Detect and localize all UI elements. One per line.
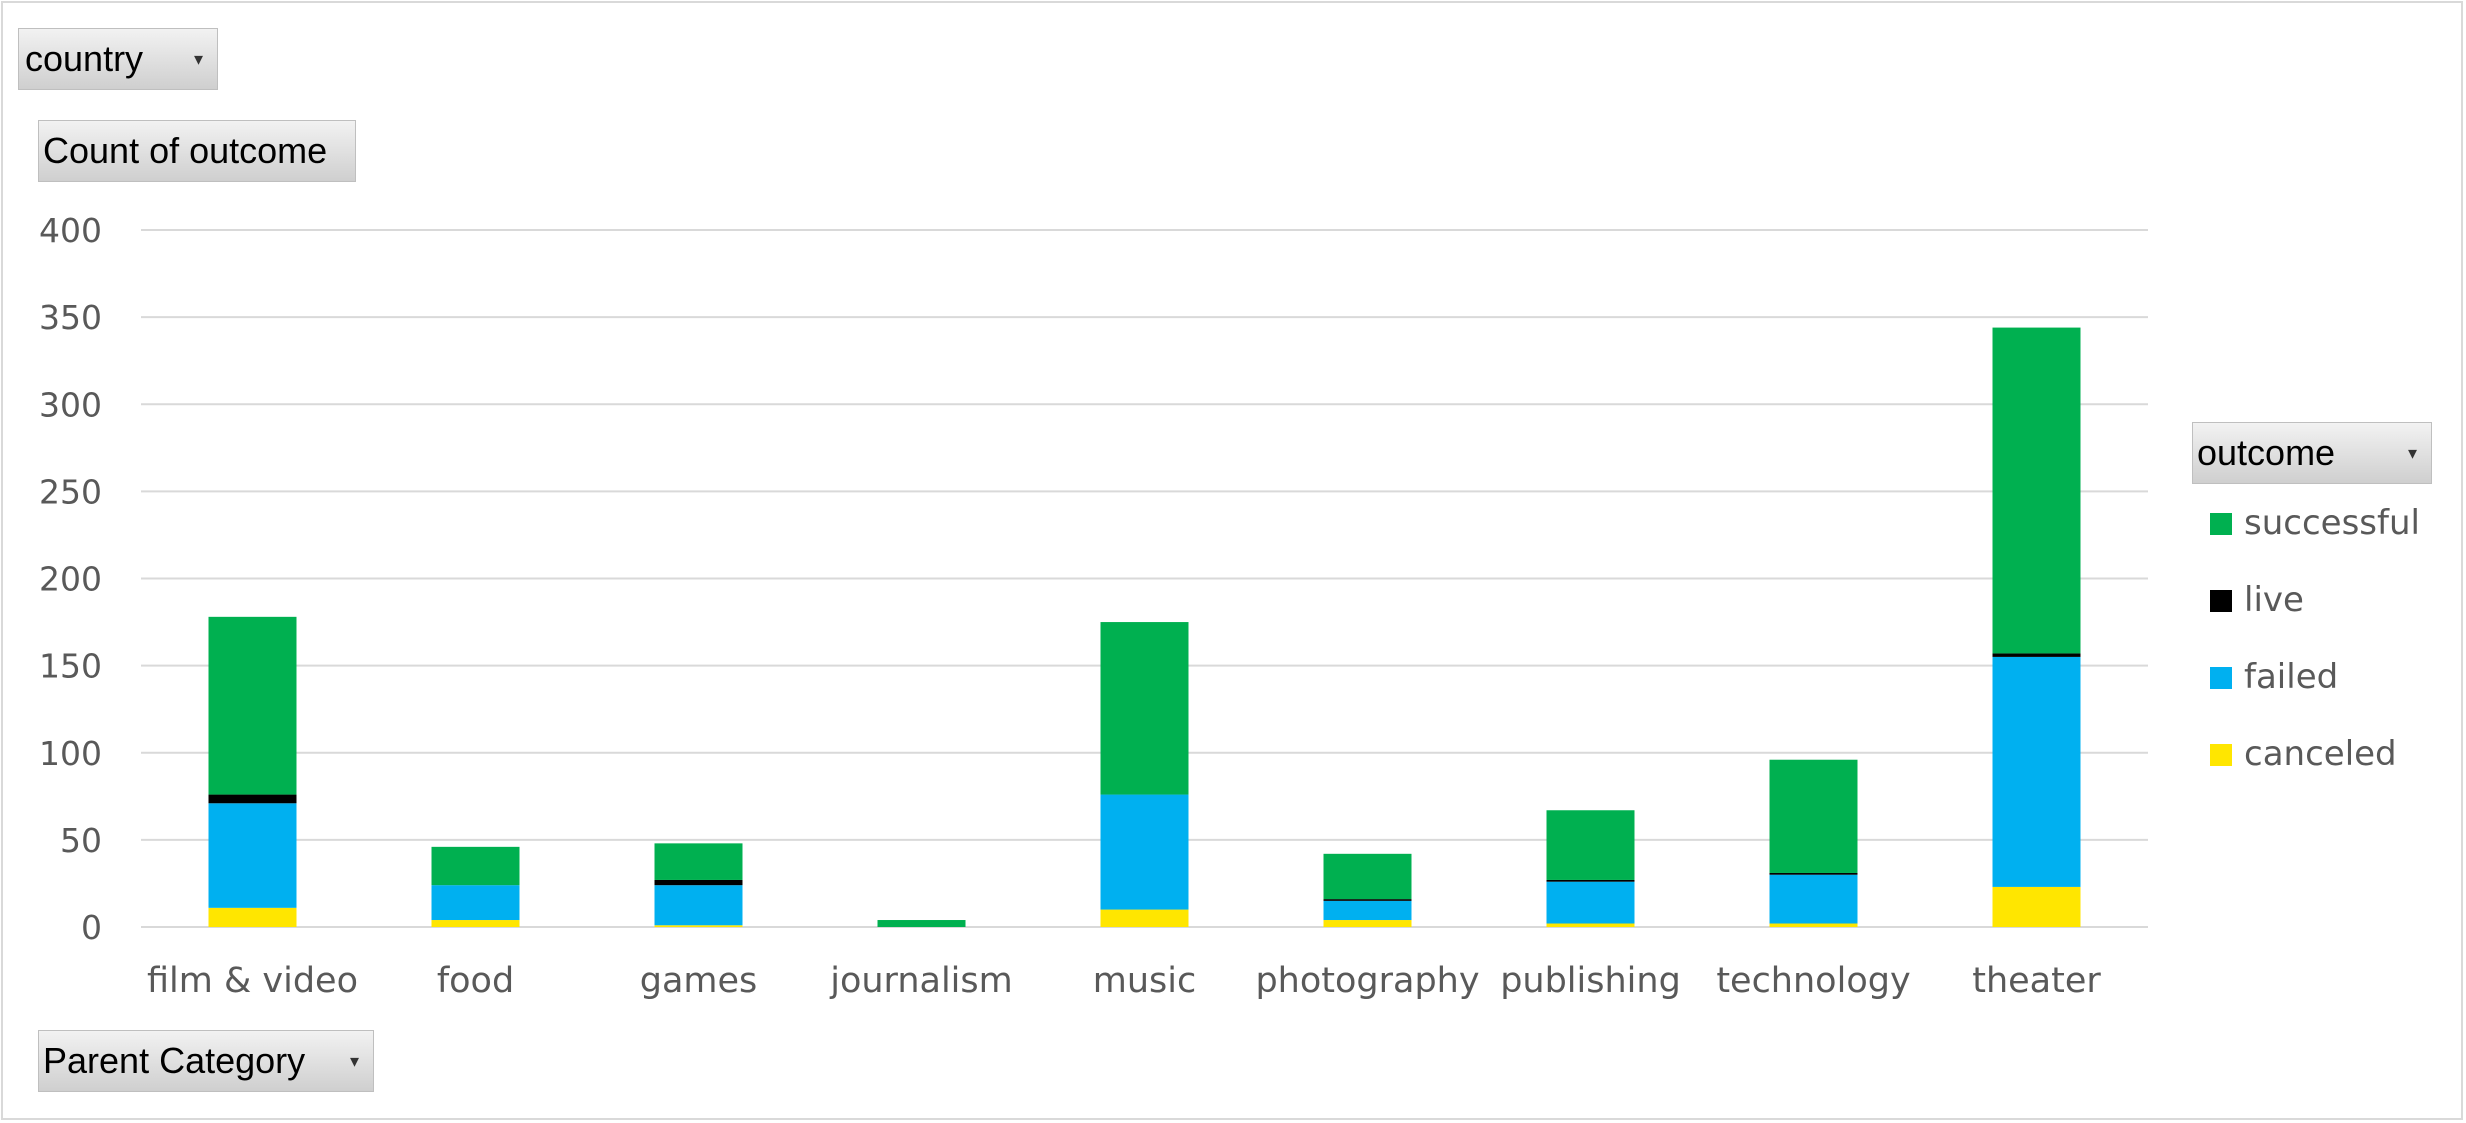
country-filter-label: country bbox=[25, 38, 144, 79]
y-tick-label: 200 bbox=[39, 560, 102, 599]
bar-segment-canceled bbox=[1992, 886, 2081, 927]
x-axis-ticks: film & video food games journalism music phot… bbox=[147, 961, 2101, 1001]
bar-segment-successful bbox=[431, 846, 520, 886]
bar-segment-canceled bbox=[1100, 909, 1189, 927]
dropdown-arrow-icon: ▾ bbox=[349, 1051, 359, 1071]
x-tick-label: technology bbox=[1716, 961, 1910, 1001]
y-tick-label: 50 bbox=[60, 821, 102, 860]
legend-label: successful bbox=[2244, 503, 2420, 543]
values-field-button[interactable]: Count of outcome bbox=[38, 120, 356, 182]
bar-segment-canceled bbox=[654, 925, 743, 927]
bar-segment-canceled bbox=[208, 907, 297, 927]
y-tick-label: 300 bbox=[39, 385, 102, 424]
y-tick-label: 150 bbox=[39, 647, 102, 686]
bar-segment-failed bbox=[208, 803, 297, 908]
y-tick-label: 400 bbox=[39, 211, 102, 250]
bar-segment-live bbox=[1323, 899, 1412, 901]
bar-segment-canceled bbox=[1546, 923, 1635, 927]
bar-segment-successful bbox=[1100, 622, 1189, 795]
y-tick-label: 350 bbox=[39, 298, 102, 337]
y-tick-label: 0 bbox=[81, 908, 102, 947]
bar-segment-successful bbox=[1992, 327, 2081, 654]
bar-segment-failed bbox=[1769, 874, 1858, 924]
legend-field-button[interactable]: outcome ▾ bbox=[2192, 422, 2432, 484]
bar-segment-failed bbox=[654, 885, 743, 926]
legend-swatch bbox=[2210, 744, 2232, 766]
values-field-label: Count of outcome bbox=[43, 130, 328, 171]
bars bbox=[208, 327, 2081, 927]
bar-segment-failed bbox=[1100, 794, 1189, 910]
dropdown-arrow-icon: ▾ bbox=[193, 49, 203, 69]
bar-segment-successful bbox=[654, 843, 743, 880]
bar-segment-live bbox=[654, 879, 743, 886]
legend-label: canceled bbox=[2244, 734, 2397, 774]
legend-swatch bbox=[2210, 667, 2232, 689]
country-filter-button[interactable]: country ▾ bbox=[18, 28, 218, 90]
x-tick-label: film & video bbox=[147, 961, 358, 1001]
bar-segment-successful bbox=[877, 920, 966, 927]
bar-segment-canceled bbox=[1323, 920, 1412, 927]
bar-segment-successful bbox=[1546, 810, 1635, 880]
bar-segment-successful bbox=[1769, 759, 1858, 873]
bar-segment-failed bbox=[1992, 656, 2081, 887]
bar-segment-canceled bbox=[1769, 923, 1858, 927]
bar-segment-live bbox=[208, 794, 297, 804]
bar-segment-canceled bbox=[431, 920, 520, 927]
dropdown-arrow-icon: ▾ bbox=[2407, 443, 2417, 463]
legend-field-label: outcome bbox=[2197, 432, 2336, 473]
bar-segment-live bbox=[1546, 879, 1635, 882]
legend-swatch bbox=[2210, 590, 2232, 612]
bar-segment-failed bbox=[1323, 900, 1412, 921]
x-tick-label: theater bbox=[1972, 961, 2101, 1001]
x-tick-label: publishing bbox=[1500, 961, 1681, 1001]
bar-segment-successful bbox=[1323, 853, 1412, 900]
bar-segment-successful bbox=[208, 616, 297, 795]
x-tick-label: photography bbox=[1255, 961, 1479, 1001]
legend-label: failed bbox=[2244, 657, 2339, 697]
axis-field-label: Parent Category bbox=[43, 1040, 306, 1081]
x-tick-label: games bbox=[640, 961, 758, 1001]
axis-field-button[interactable]: Parent Category ▾ bbox=[38, 1030, 374, 1092]
bar-segment-failed bbox=[1546, 881, 1635, 924]
y-tick-label: 250 bbox=[39, 472, 102, 511]
y-axis-ticks: 0 50 100 150 200 250 300 350 400 bbox=[39, 211, 102, 947]
x-tick-label: journalism bbox=[829, 961, 1013, 1001]
y-tick-label: 100 bbox=[39, 734, 102, 773]
x-tick-label: music bbox=[1093, 961, 1196, 1001]
bar-segment-live bbox=[1769, 872, 1858, 875]
bar-segment-failed bbox=[431, 885, 520, 921]
bar-segment-live bbox=[1992, 653, 2081, 657]
x-tick-label: food bbox=[437, 961, 514, 1001]
legend-label: live bbox=[2244, 580, 2304, 620]
legend-swatch bbox=[2210, 513, 2232, 535]
